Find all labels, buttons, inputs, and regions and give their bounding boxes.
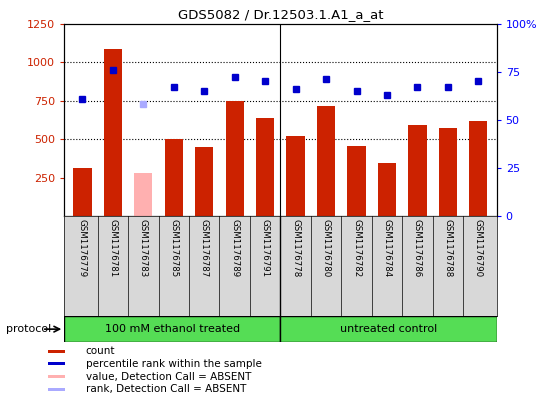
Text: GSM1176789: GSM1176789 (230, 219, 239, 277)
Bar (48, 388, 65, 391)
Text: GSM1176782: GSM1176782 (352, 219, 361, 277)
Bar (256, 118, 275, 216)
Text: GSM1176778: GSM1176778 (291, 219, 300, 277)
Bar (104, 49, 122, 216)
Text: GSM1176787: GSM1176787 (200, 219, 209, 277)
Bar (165, 139, 183, 216)
Text: GSM1176786: GSM1176786 (413, 219, 422, 277)
Bar (317, 106, 335, 216)
Bar (48, 362, 65, 365)
Bar (134, 173, 152, 216)
Text: GSM1176780: GSM1176780 (321, 219, 330, 277)
Text: GSM1176790: GSM1176790 (474, 219, 483, 277)
FancyBboxPatch shape (280, 316, 497, 342)
Text: GSM1176785: GSM1176785 (169, 219, 179, 277)
Text: untreated control: untreated control (340, 324, 437, 334)
Text: GSM1176783: GSM1176783 (139, 219, 148, 277)
Bar (225, 101, 244, 216)
Bar (195, 147, 213, 216)
Bar (286, 136, 305, 216)
Bar (469, 121, 488, 216)
Bar (48, 350, 65, 353)
Title: GDS5082 / Dr.12503.1.A1_a_at: GDS5082 / Dr.12503.1.A1_a_at (177, 8, 383, 21)
Text: GSM1176788: GSM1176788 (444, 219, 453, 277)
Text: GSM1176779: GSM1176779 (78, 219, 87, 277)
Text: GSM1176791: GSM1176791 (261, 219, 270, 277)
Text: count: count (86, 346, 115, 356)
Bar (408, 125, 426, 216)
Text: rank, Detection Call = ABSENT: rank, Detection Call = ABSENT (86, 384, 246, 393)
Text: GSM1176784: GSM1176784 (382, 219, 392, 277)
Text: value, Detection Call = ABSENT: value, Detection Call = ABSENT (86, 372, 251, 382)
Text: percentile rank within the sample: percentile rank within the sample (86, 359, 262, 369)
Bar (48, 375, 65, 378)
FancyBboxPatch shape (64, 316, 280, 342)
Bar (378, 163, 396, 216)
Bar (348, 146, 365, 216)
Text: GSM1176781: GSM1176781 (108, 219, 117, 277)
Text: 100 mM ethanol treated: 100 mM ethanol treated (105, 324, 240, 334)
Text: protocol: protocol (6, 324, 51, 334)
Bar (73, 168, 92, 216)
Bar (439, 128, 457, 216)
